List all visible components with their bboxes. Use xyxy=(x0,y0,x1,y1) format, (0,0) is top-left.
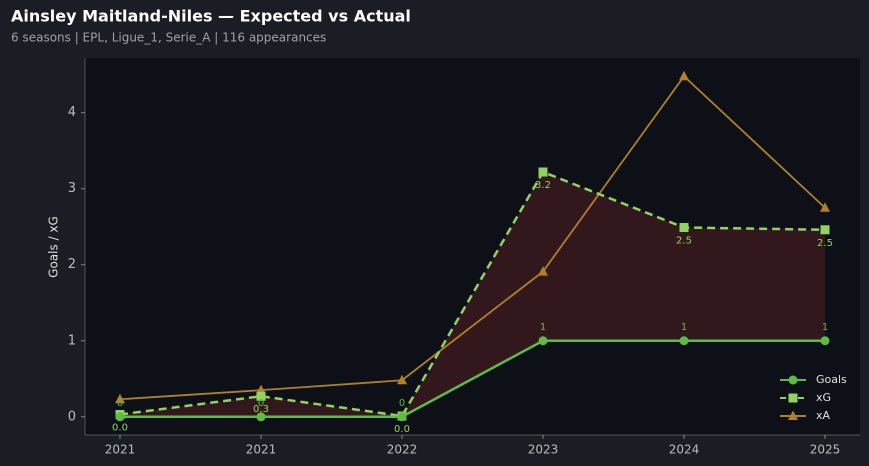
point xyxy=(397,374,407,385)
legend-label: xG xyxy=(816,391,831,404)
y-tick-label: 1 xyxy=(68,333,76,348)
x-tick-label: 2024 xyxy=(669,443,700,457)
series-line xyxy=(119,170,826,418)
chart-title: Ainsley Maitland-Niles — Expected vs Act… xyxy=(11,7,411,26)
data-label: 0.3 xyxy=(253,404,269,415)
data-label: 0 xyxy=(117,398,123,409)
data-label: 3.2 xyxy=(535,180,551,191)
legend-label: Goals xyxy=(816,373,847,386)
point xyxy=(538,167,548,177)
legend-marker xyxy=(788,375,798,385)
data-label: 2.5 xyxy=(817,238,833,249)
gap-area xyxy=(120,172,825,417)
point xyxy=(256,391,266,401)
data-label: 0.0 xyxy=(394,424,410,435)
chart-subtitle: 6 seasons | EPL, Ligue_1, Serie_A | 116 … xyxy=(11,31,326,45)
point xyxy=(820,202,830,212)
point xyxy=(538,266,548,276)
data-label: 0 xyxy=(258,398,264,409)
x-tick-label: 2021 xyxy=(246,443,277,457)
x-tick-label: 2023 xyxy=(528,443,559,457)
legend-marker xyxy=(788,410,798,420)
point xyxy=(679,222,689,232)
point xyxy=(256,412,266,422)
y-tick-label: 2 xyxy=(68,257,76,272)
data-label: 0 xyxy=(399,398,405,409)
data-label: 2.5 xyxy=(676,235,692,246)
x-tick-label: 2021 xyxy=(105,443,136,457)
point xyxy=(820,225,830,235)
legend-label: xA xyxy=(816,409,831,422)
point xyxy=(679,70,689,81)
point xyxy=(679,336,689,346)
y-tick-label: 4 xyxy=(68,105,76,120)
y-tick-label: 0 xyxy=(68,409,76,424)
point xyxy=(538,336,548,346)
point xyxy=(115,412,125,422)
data-label: 1 xyxy=(681,322,687,333)
point xyxy=(397,412,407,422)
y-tick-label: 3 xyxy=(68,181,76,196)
series-line xyxy=(119,74,826,401)
data-label: 1 xyxy=(822,322,828,333)
data-label: 1 xyxy=(540,322,546,333)
data-label: 0.0 xyxy=(112,422,128,433)
x-tick-label: 2025 xyxy=(810,443,841,457)
point xyxy=(820,336,830,346)
point xyxy=(115,393,125,404)
series-line xyxy=(120,339,825,419)
x-tick-label: 2022 xyxy=(387,443,418,457)
y-axis-label: Goals / xG xyxy=(47,216,61,278)
legend-marker xyxy=(788,393,798,403)
